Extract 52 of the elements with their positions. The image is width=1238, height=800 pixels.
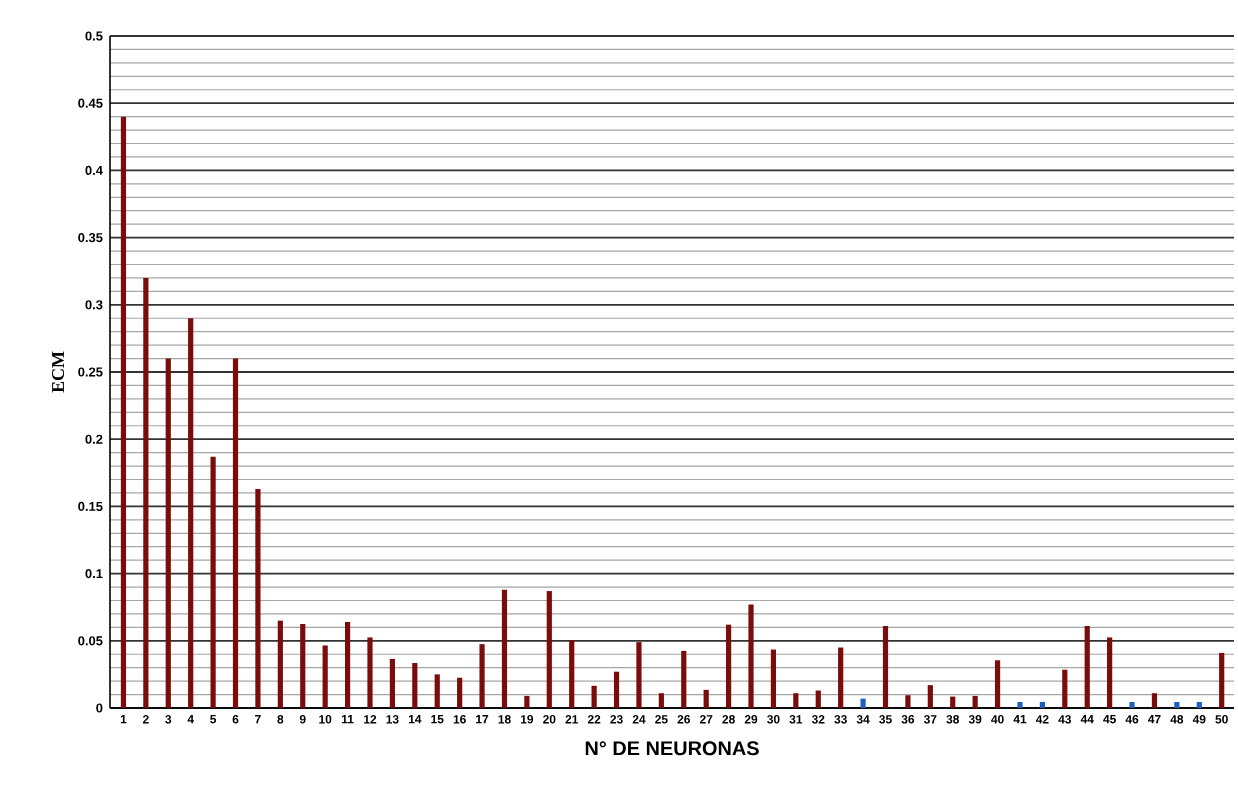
bar [412,662,418,708]
bar [793,693,799,708]
bar [367,637,373,708]
bar [1017,701,1023,708]
bar [613,671,620,708]
bar [300,624,306,708]
bar [950,696,956,708]
bar [681,650,687,708]
bar [389,658,396,708]
y-axis-title: ECM [52,351,65,393]
bar [1219,652,1225,708]
bar [1062,669,1068,708]
bar [1039,701,1045,708]
bar [703,689,709,708]
bar [277,620,283,708]
bar [569,640,575,708]
bar [457,677,463,708]
bar [860,698,866,708]
bar [479,644,485,708]
bar [232,358,239,708]
bar [143,277,149,708]
bar [322,645,328,708]
bar [1084,626,1090,708]
bar [770,649,777,708]
bar [1196,701,1202,708]
bar [524,695,530,708]
bar [1151,693,1158,708]
bar [815,690,821,708]
bar [748,604,754,708]
bar [344,621,351,708]
bar [188,318,194,708]
bar [546,591,552,708]
bar [972,695,978,708]
bar [120,116,127,708]
bar [501,589,508,708]
bar [658,693,664,708]
bar [255,488,261,708]
bar [1107,637,1113,708]
bar [1174,701,1180,708]
bar [210,456,216,708]
bar [434,674,440,708]
bar [882,626,889,708]
bar [905,695,911,708]
bar [994,660,1001,708]
bar [838,647,844,708]
bar [1129,701,1135,708]
bar [591,685,597,708]
bar [636,642,642,708]
bar [726,624,732,708]
bar [165,358,171,708]
x-axis-title: N° DE NEURONAS [585,741,759,756]
bar [927,685,933,708]
